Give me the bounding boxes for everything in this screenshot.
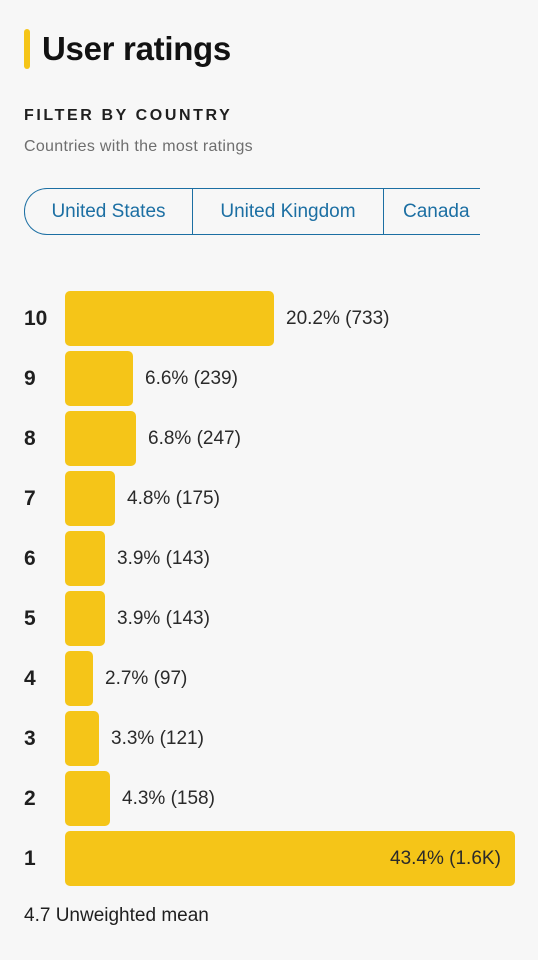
page-title: User ratings [42, 30, 231, 67]
rating-bar-6[interactable] [65, 531, 105, 586]
rating-value-10: 20.2% (733) [286, 307, 390, 329]
header: User ratings [24, 28, 231, 70]
rating-label-8: 8 [24, 426, 36, 450]
rating-value-1: 43.4% (1.6K) [390, 847, 501, 869]
rating-value-4: 2.7% (97) [105, 667, 188, 689]
filter-label: FILTER BY COUNTRY [24, 107, 233, 124]
rating-label-6: 6 [24, 546, 36, 570]
rating-label-2: 2 [24, 786, 36, 810]
rating-bar-10[interactable] [65, 291, 274, 346]
country-filter-chips: United States United Kingdom Canada [24, 188, 480, 235]
rating-value-8: 6.8% (247) [148, 427, 241, 449]
rating-label-5: 5 [24, 606, 36, 630]
rating-label-9: 9 [24, 366, 36, 390]
rating-bar-4[interactable] [65, 651, 93, 706]
title-accent-bar [24, 29, 30, 69]
rating-bar-2[interactable] [65, 771, 110, 826]
filter-subtitle: Countries with the most ratings [24, 138, 253, 155]
unweighted-mean: 4.7 Unweighted mean [24, 905, 209, 926]
chip-canada[interactable]: Canada [383, 189, 480, 234]
rating-label-3: 3 [24, 726, 36, 750]
rating-value-6: 3.9% (143) [117, 547, 210, 569]
chip-united-kingdom[interactable]: United Kingdom [192, 189, 383, 234]
rating-bar-1[interactable] [65, 831, 515, 886]
rating-label-7: 7 [24, 486, 36, 510]
rating-value-7: 4.8% (175) [127, 487, 220, 509]
rating-label-10: 10 [24, 306, 48, 330]
rating-value-2: 4.3% (158) [122, 787, 215, 809]
rating-value-3: 3.3% (121) [111, 727, 204, 749]
rating-bar-5[interactable] [65, 591, 105, 646]
rating-bar-3[interactable] [65, 711, 99, 766]
rating-bar-9[interactable] [65, 351, 133, 406]
rating-value-5: 3.9% (143) [117, 607, 210, 629]
rating-label-1: 1 [24, 846, 36, 870]
rating-label-4: 4 [24, 666, 36, 690]
rating-bar-8[interactable] [65, 411, 136, 466]
rating-value-9: 6.6% (239) [145, 367, 238, 389]
rating-bar-7[interactable] [65, 471, 115, 526]
chip-row: United States United Kingdom Canada [24, 188, 480, 235]
chip-united-states[interactable]: United States [51, 200, 166, 222]
